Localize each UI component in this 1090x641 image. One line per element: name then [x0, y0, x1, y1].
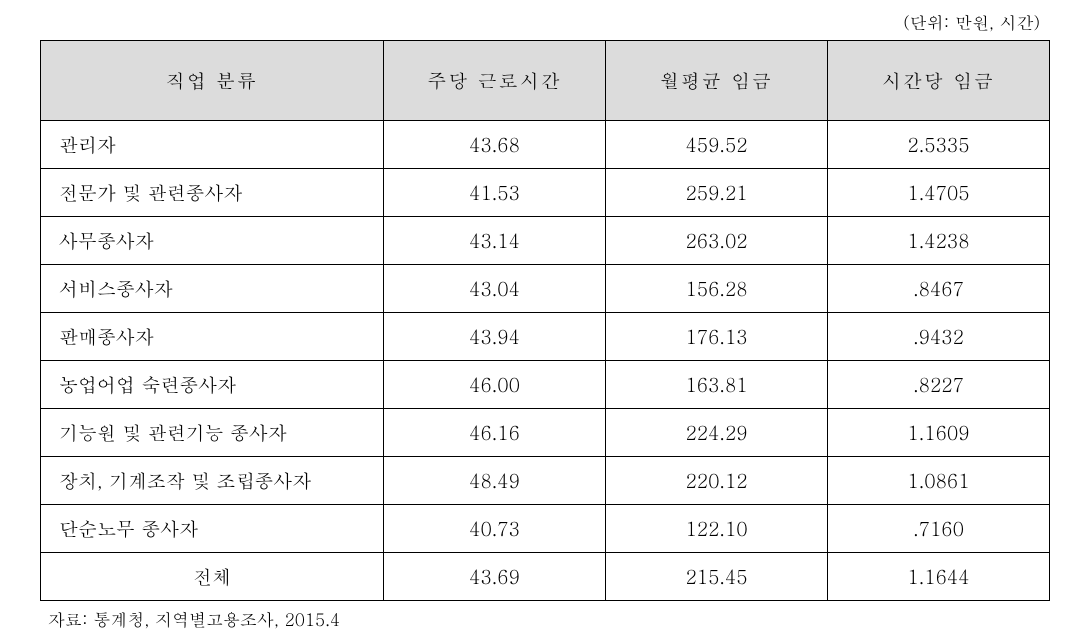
weekly-hours-cell: 43.94 — [384, 313, 606, 361]
hourly-wage-cell: 2.5335 — [828, 121, 1050, 169]
monthly-wage-cell: 263.02 — [606, 217, 828, 265]
table-row: 관리자43.68459.522.5335 — [41, 121, 1050, 169]
header-weekly-hours: 주당 근로시간 — [384, 41, 606, 121]
hourly-wage-cell: .7160 — [828, 505, 1050, 553]
weekly-hours-cell: 41.53 — [384, 169, 606, 217]
wage-table: 직업 분류 주당 근로시간 월평균 임금 시간당 임금 관리자43.68459.… — [40, 40, 1050, 601]
header-hourly-wage: 시간당 임금 — [828, 41, 1050, 121]
monthly-wage-cell: 122.10 — [606, 505, 828, 553]
weekly-hours-cell: 43.68 — [384, 121, 606, 169]
header-category: 직업 분류 — [41, 41, 384, 121]
table-body: 관리자43.68459.522.5335전문가 및 관련종사자41.53259.… — [41, 121, 1050, 601]
table-row: 단순노무 종사자40.73122.10.7160 — [41, 505, 1050, 553]
monthly-wage-cell: 163.81 — [606, 361, 828, 409]
weekly-hours-cell: 48.49 — [384, 457, 606, 505]
row-label: 단순노무 종사자 — [41, 505, 384, 553]
weekly-hours-cell: 43.04 — [384, 265, 606, 313]
monthly-wage-cell: 259.21 — [606, 169, 828, 217]
hourly-wage-cell: 1.1609 — [828, 409, 1050, 457]
weekly-hours-cell: 43.14 — [384, 217, 606, 265]
hourly-wage-cell: 1.4705 — [828, 169, 1050, 217]
row-label: 기능원 및 관련기능 종사자 — [41, 409, 384, 457]
weekly-hours-cell: 43.69 — [384, 553, 606, 601]
monthly-wage-cell: 215.45 — [606, 553, 828, 601]
unit-label: (단위: 만원, 시간) — [40, 10, 1050, 34]
row-label: 사무종사자 — [41, 217, 384, 265]
row-label: 서비스종사자 — [41, 265, 384, 313]
monthly-wage-cell: 220.12 — [606, 457, 828, 505]
row-label: 농업어업 숙련종사자 — [41, 361, 384, 409]
hourly-wage-cell: .8467 — [828, 265, 1050, 313]
row-label: 전체 — [41, 553, 384, 601]
table-row: 기능원 및 관련기능 종사자46.16224.291.1609 — [41, 409, 1050, 457]
monthly-wage-cell: 156.28 — [606, 265, 828, 313]
table-row: 농업어업 숙련종사자46.00163.81.8227 — [41, 361, 1050, 409]
table-row: 전체43.69215.451.1644 — [41, 553, 1050, 601]
row-label: 전문가 및 관련종사자 — [41, 169, 384, 217]
header-row: 직업 분류 주당 근로시간 월평균 임금 시간당 임금 — [41, 41, 1050, 121]
hourly-wage-cell: .8227 — [828, 361, 1050, 409]
monthly-wage-cell: 459.52 — [606, 121, 828, 169]
table-row: 장치, 기계조작 및 조립종사자48.49220.121.0861 — [41, 457, 1050, 505]
hourly-wage-cell: .9432 — [828, 313, 1050, 361]
row-label: 판매종사자 — [41, 313, 384, 361]
hourly-wage-cell: 1.4238 — [828, 217, 1050, 265]
weekly-hours-cell: 46.00 — [384, 361, 606, 409]
weekly-hours-cell: 46.16 — [384, 409, 606, 457]
hourly-wage-cell: 1.0861 — [828, 457, 1050, 505]
hourly-wage-cell: 1.1644 — [828, 553, 1050, 601]
weekly-hours-cell: 40.73 — [384, 505, 606, 553]
table-row: 판매종사자43.94176.13.9432 — [41, 313, 1050, 361]
monthly-wage-cell: 224.29 — [606, 409, 828, 457]
table-row: 사무종사자43.14263.021.4238 — [41, 217, 1050, 265]
row-label: 장치, 기계조작 및 조립종사자 — [41, 457, 384, 505]
table-row: 서비스종사자43.04156.28.8467 — [41, 265, 1050, 313]
table-row: 전문가 및 관련종사자41.53259.211.4705 — [41, 169, 1050, 217]
header-monthly-wage: 월평균 임금 — [606, 41, 828, 121]
row-label: 관리자 — [41, 121, 384, 169]
source-note: 자료: 통계청, 지역별고용조사, 2015.4 — [40, 607, 1050, 631]
monthly-wage-cell: 176.13 — [606, 313, 828, 361]
